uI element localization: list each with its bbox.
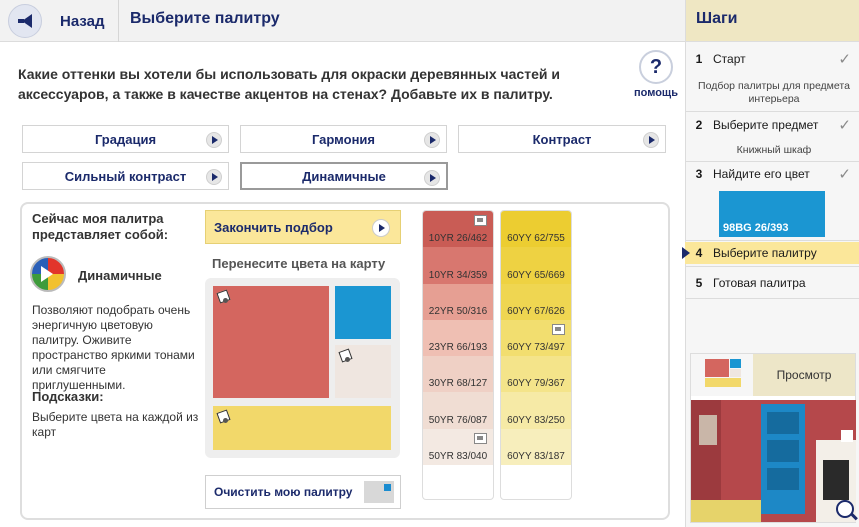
step-number: 4 <box>695 246 703 260</box>
color-swatch[interactable]: 60YY 62/755 <box>501 211 571 248</box>
color-swatch[interactable]: 60YY 79/367 <box>501 356 571 393</box>
color-swatch[interactable]: 60YY 83/187 <box>501 428 571 465</box>
sidebar-title: Шаги <box>686 0 859 42</box>
step-label: Выберите предмет <box>713 118 819 132</box>
checkmark-icon: ✓ <box>838 166 851 183</box>
play-arrow-icon <box>424 132 440 148</box>
tab-harmony[interactable]: Гармония <box>240 125 447 153</box>
current-palette-label: Сейчас моя палитра представляет собой: <box>32 211 169 242</box>
top-bar: Назад Выберите палитру <box>0 0 685 42</box>
color-swatch[interactable]: 60YY 73/497 <box>501 319 571 356</box>
dynamic-palette-icon <box>30 256 66 292</box>
checkmark-icon: ✓ <box>838 117 851 134</box>
color-swatch[interactable]: 10YR 26/462 <box>423 211 493 248</box>
play-arrow-icon <box>424 170 440 186</box>
magnifier-icon[interactable] <box>836 500 854 518</box>
question-text: Какие оттенки вы хотели бы использовать … <box>18 66 560 102</box>
divider <box>685 240 859 241</box>
play-arrow-icon <box>643 132 659 148</box>
step-number: 3 <box>695 167 703 181</box>
tab-label: Сильный контраст <box>64 168 187 184</box>
tab-label: Контраст <box>532 131 592 147</box>
step-sub-text: Книжный шкаф <box>736 144 812 156</box>
swatch-preview-icon[interactable] <box>552 323 565 335</box>
palette-description: Позволяют подобрать очень энергичную цве… <box>32 303 195 392</box>
step-label: Старт <box>713 52 746 66</box>
paint-bucket-icon <box>339 349 353 363</box>
palette-thumbnail-icon <box>364 481 394 503</box>
tab-strong-contrast[interactable]: Сильный контраст <box>22 162 229 190</box>
color-strip-red: 10YR 26/462 10YR 34/359 22YR 50/316 23YR 66… <box>422 210 494 500</box>
help-label: помощь <box>634 87 678 99</box>
map-swatch-secondary[interactable] <box>335 345 391 398</box>
tab-dynamic[interactable]: Динамичные <box>240 162 448 190</box>
back-arrow-icon <box>8 4 42 38</box>
step-label: Найдите его цвет <box>713 167 810 181</box>
color-swatch[interactable]: 60YY 67/626 <box>501 283 571 320</box>
finish-selection-button[interactable]: Закончить подбор <box>205 210 401 244</box>
header-divider <box>118 0 119 42</box>
palette-thumbnail-icon <box>705 359 741 387</box>
color-map <box>205 278 400 458</box>
tab-label: Гармония <box>311 131 375 147</box>
map-swatch-main[interactable] <box>213 286 329 398</box>
question-mark-icon: ? <box>639 50 673 84</box>
step-start[interactable]: 1 Старт ✓ <box>685 48 859 70</box>
hints-text: Выберите цвета на каждой из карт <box>32 410 199 439</box>
swatch-preview-icon[interactable] <box>474 215 487 226</box>
divider <box>685 298 859 299</box>
color-swatch[interactable]: 50YR 83/040 <box>423 428 493 465</box>
paint-bucket-icon <box>217 410 231 424</box>
play-arrow-icon <box>206 169 222 185</box>
swatch-preview-icon[interactable] <box>474 432 487 444</box>
color-swatch[interactable]: 23YR 66/193 <box>423 319 493 356</box>
step-find-color[interactable]: 3 Найдите его цвет ✓ <box>685 163 859 185</box>
help-button[interactable]: ? помощь <box>628 50 684 99</box>
tab-label: Динамичные <box>302 168 386 184</box>
divider <box>685 111 859 112</box>
divider <box>685 266 859 267</box>
color-swatch[interactable]: 30YR 68/127 <box>423 356 493 393</box>
color-strip-yellow: 60YY 62/755 60YY 65/669 60YY 67/626 60YY 73… <box>500 210 572 500</box>
selected-color-chip: 98BG 26/393 <box>719 191 825 237</box>
paint-bucket-icon <box>217 290 231 304</box>
page-title: Выберите палитру <box>130 10 280 27</box>
step-number: 2 <box>695 118 703 132</box>
transfer-colors-label: Перенесите цвета на карту <box>212 256 386 271</box>
room-illustration <box>691 400 856 522</box>
step-select-item[interactable]: 2 Выберите предмет ✓ <box>685 114 859 136</box>
step-number: 1 <box>695 52 703 66</box>
color-swatch[interactable]: 50YR 76/087 <box>423 392 493 429</box>
back-button[interactable]: Назад <box>8 4 118 38</box>
back-label: Назад <box>60 12 105 30</box>
checkmark-icon: ✓ <box>838 51 851 68</box>
color-swatch[interactable]: 60YY 83/250 <box>501 392 571 429</box>
tab-contrast[interactable]: Контраст <box>458 125 666 153</box>
clear-palette-button[interactable]: Очистить мою палитру <box>205 475 401 509</box>
color-swatch[interactable]: 10YR 34/359 <box>423 247 493 284</box>
step-number: 5 <box>695 276 703 290</box>
color-swatch[interactable]: 22YR 50/316 <box>423 283 493 320</box>
room-preview-image <box>691 400 856 522</box>
preview-tab[interactable]: Просмотр <box>753 354 855 396</box>
step-choose-palette[interactable]: 4 Выберите палитру <box>682 242 859 264</box>
palette-type-name: Динамичные <box>78 268 162 283</box>
play-arrow-icon <box>372 219 390 237</box>
map-swatch-wood[interactable] <box>213 406 391 450</box>
step-sub-text: Подбор палитры для предмета интерьера <box>698 80 850 105</box>
step-label: Готовая палитра <box>713 276 806 290</box>
hints-title: Подсказки: <box>32 389 104 404</box>
step-label: Выберите палитру <box>713 246 817 260</box>
play-arrow-icon <box>206 132 222 148</box>
color-swatch[interactable]: 60YY 65/669 <box>501 247 571 284</box>
step-final-palette[interactable]: 5 Готовая палитра <box>685 272 859 294</box>
divider <box>685 161 859 162</box>
map-swatch-accent[interactable] <box>335 286 391 339</box>
tab-label: Градация <box>94 131 157 147</box>
tab-gradation[interactable]: Градация <box>22 125 229 153</box>
clear-label: Очистить мою палитру <box>214 485 353 499</box>
finish-label: Закончить подбор <box>214 219 333 235</box>
